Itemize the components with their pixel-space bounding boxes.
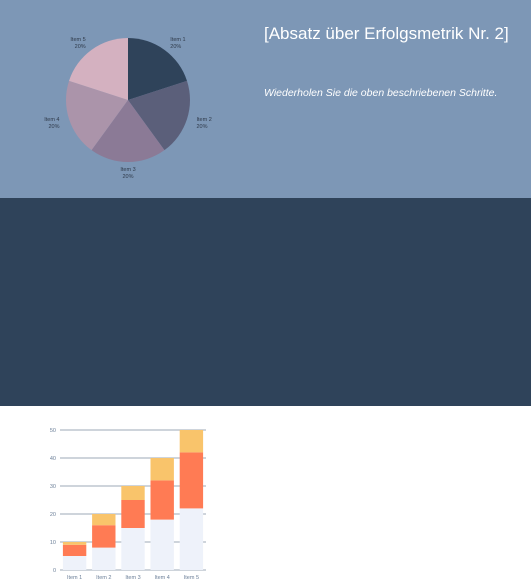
pie-value-label: 20% [48,124,59,130]
bar-segment [150,519,174,570]
y-tick-label: 40 [50,456,56,462]
x-tick-label: Item 5 [184,575,199,581]
y-tick-label: 50 [50,428,56,434]
pie-label: Item 5 [70,37,85,43]
bar-segment [179,508,204,570]
metric-3-body: Wiederholen Sie die oben beschriebenen S… [264,490,498,502]
metric-3-section: 0 10 20 30 40 50 Item 1 Item 2 Item 3 Item 4 Item … [0,198,531,581]
bar-segment [121,528,145,570]
bar-segment [92,547,116,570]
pie-slice [69,38,128,100]
pie-label: Item 1 [170,37,185,43]
metric-2-body: Wiederholen Sie die oben beschriebenen S… [264,87,498,99]
bar-segment [179,430,204,453]
x-tick-label: Item 3 [125,575,140,581]
pie-value-label: 20% [197,124,208,130]
pie-slice [128,80,191,151]
pie-value-label: 20% [170,44,181,50]
pie-chart: Item 120%Item 220%Item 320%Item 420%Item… [44,37,212,180]
y-tick-label: 0 [53,568,56,574]
bar-segment [62,544,87,556]
stacked-bar-chart: 0 10 20 30 40 50 Item 1 Item 2 Item 3 Item 4 Item … [50,428,206,581]
pie-label: Item 4 [44,117,59,123]
pie-label: Item 3 [120,167,135,173]
bar-segment [62,556,87,570]
metric-2-section: Item 1 20% Item 2 20% Item 3 20% Item 4 20% Item… [0,0,531,198]
bar-segment [92,525,116,548]
bar-segment [150,480,174,520]
bar-segment [121,500,145,528]
x-tick-label: Item 4 [155,575,170,581]
y-tick-label: 10 [50,540,56,546]
x-tick-label: Item 2 [96,575,111,581]
pie-value-label: 20% [75,44,86,50]
pie-label: Item 2 [197,117,212,123]
y-tick-label: 20 [50,512,56,518]
y-tick-label: 30 [50,484,56,490]
pie-slice [128,38,187,100]
bar-segment [62,542,87,545]
bar-segment [121,486,145,500]
pie-slice [91,100,165,162]
pie-slice [65,80,128,151]
x-tick-label: Item 1 [67,575,82,581]
pie-value-label: 20% [122,174,133,180]
bar-segment [92,514,116,526]
bar-segment [150,458,174,481]
metric-2-heading: [Absatz über Erfolgsmetrik Nr. 2] [264,24,509,43]
metric-3-heading: [Absatz über Erfolgsmetrik Nr. 3] [264,426,509,445]
bar-segment [179,452,204,509]
